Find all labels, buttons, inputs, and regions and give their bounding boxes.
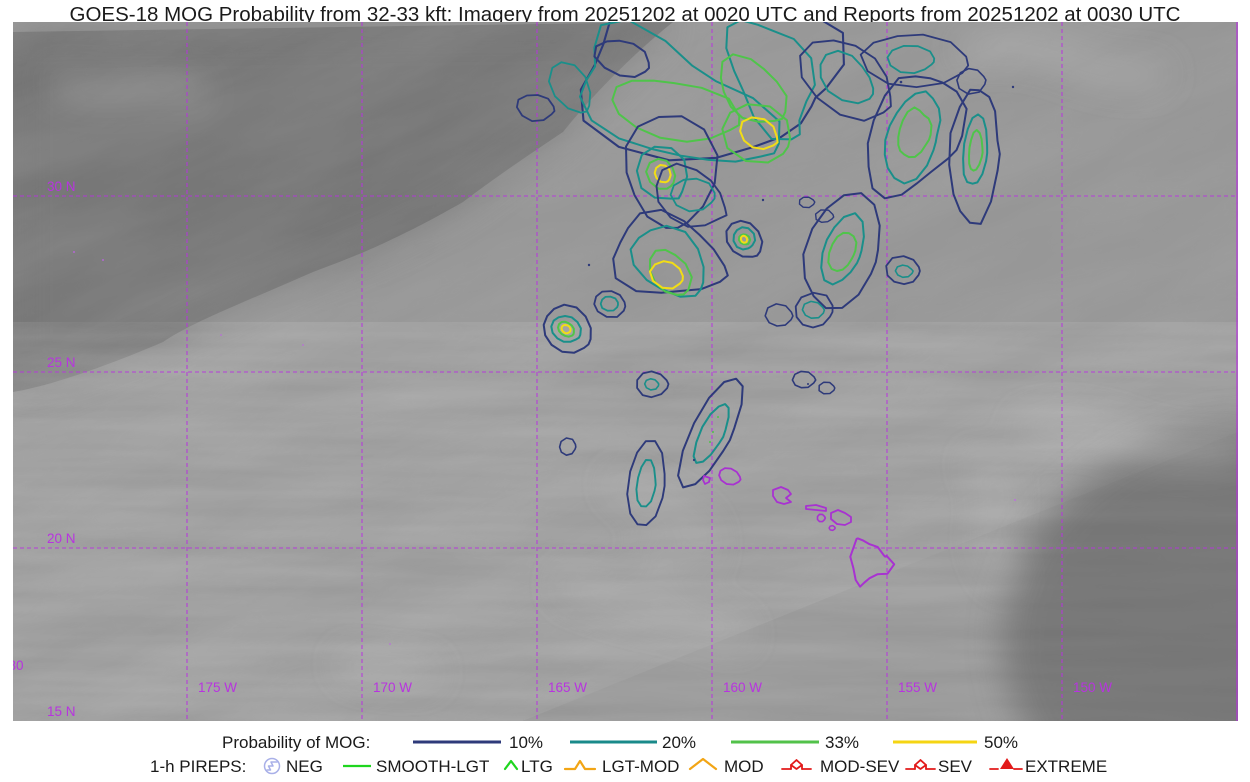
- svg-text:170 W: 170 W: [373, 680, 412, 695]
- svg-text:160 W: 160 W: [723, 680, 762, 695]
- svg-text:155 W: 155 W: [898, 680, 937, 695]
- svg-text:15 N: 15 N: [47, 704, 76, 719]
- svg-text:165 W: 165 W: [548, 680, 587, 695]
- svg-text:20 N: 20 N: [47, 531, 76, 546]
- svg-text:180: 180: [13, 658, 24, 673]
- svg-text:175 W: 175 W: [198, 680, 237, 695]
- svg-text:25 N: 25 N: [47, 355, 76, 370]
- svg-text:150 W: 150 W: [1073, 680, 1112, 695]
- svg-text:30 N: 30 N: [47, 179, 76, 194]
